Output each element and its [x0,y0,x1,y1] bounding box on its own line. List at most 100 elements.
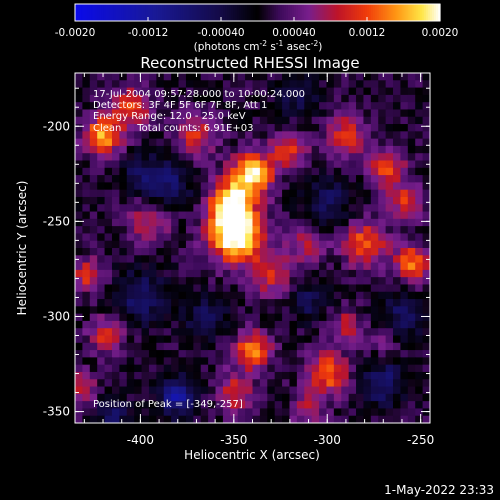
heatmap-cell [319,350,327,358]
heatmap-cell [97,204,106,213]
heatmap-cell [208,211,217,220]
colorbar-cell [180,4,184,21]
heatmap-cell [141,226,150,234]
heatmap-cell [82,386,91,395]
colorbar-cell [214,4,218,21]
heatmap-cell [341,379,350,388]
heatmap-cell [400,313,409,322]
heatmap-cell [245,335,253,344]
heatmap-cell [304,335,313,344]
heatmap-cell [245,408,253,417]
heatmap-cell [97,277,106,285]
heatmap-cell [245,109,253,118]
heatmap-cell [156,415,165,424]
heatmap-cell [163,218,172,227]
heatmap-cell [259,393,268,402]
heatmap-cell [422,262,431,271]
colorbar-cell [89,4,92,21]
heatmap-cell [156,102,165,110]
heatmap-cell [141,335,150,344]
heatmap-cell [267,182,276,191]
heatmap-cell [141,269,150,278]
heatmap-cell [341,284,350,293]
heatmap-cell [82,175,91,183]
heatmap-cell [245,73,253,81]
heatmap-cell [245,350,253,358]
heatmap-cell [319,226,327,234]
heatmap-cell [75,116,83,125]
heatmap-cell [252,211,261,220]
heatmap-cell [348,408,357,417]
heatmap-cell [134,218,143,227]
colorbar-cell [141,4,145,21]
heatmap-cell [259,408,268,417]
heatmap-cell [126,204,135,213]
heatmap-cell [348,226,357,234]
heatmap-cell [348,138,357,147]
heatmap-cell [422,204,431,213]
heatmap-cell [245,182,253,191]
heatmap-cell [193,189,202,198]
heatmap-cell [215,342,224,351]
heatmap-cell [104,124,113,132]
heatmap-cell [370,94,379,103]
heatmap-cell [333,240,342,249]
heatmap-cell [252,371,261,380]
heatmap-cell [215,393,224,402]
heatmap-cell [82,320,91,329]
heatmap-cell [333,379,342,388]
heatmap-cell [193,240,202,249]
heatmap-cell [230,218,239,227]
heatmap-cell [163,269,172,278]
colorbar-cell [342,4,346,21]
heatmap-cell [75,291,83,300]
colorbar-cell [267,4,271,21]
heatmap-cell [422,109,431,118]
heatmap-cell [215,73,224,81]
heatmap-cell [304,80,313,89]
heatmap-cell [422,131,431,140]
colorbar-cell [117,4,121,21]
heatmap-cell [237,291,246,300]
heatmap-cell [422,328,431,336]
heatmap-cell [185,138,194,147]
heatmap-cell [282,320,290,329]
heatmap-cell [156,145,165,154]
y-axis-title: Heliocentric Y (arcsec) [15,181,29,316]
heatmap-cell [259,196,268,205]
heatmap-cell [400,80,409,89]
heatmap-cell [415,131,424,140]
heatmap-cell [267,408,276,417]
heatmap-cell [104,262,113,271]
heatmap-cell [148,124,157,132]
heatmap-cell [245,138,253,147]
heatmap-cell [370,233,379,242]
heatmap-cell [97,102,106,110]
heatmap-cell [156,255,165,264]
heatmap-cell [407,248,416,256]
heatmap-cell [311,175,320,183]
heatmap-cell [208,335,217,344]
colorbar-cell [421,4,425,21]
heatmap-cell [267,175,276,183]
heatmap-cell [148,211,157,220]
heatmap-cell [385,291,394,300]
heatmap-cell [311,342,320,351]
heatmap-cell [111,116,120,125]
heatmap-cell [333,255,342,264]
heatmap-cell [400,371,409,380]
heatmap-cell [267,102,276,110]
heatmap-cell [407,226,416,234]
heatmap-cell [134,226,143,234]
heatmap-cell [185,94,194,103]
heatmap-cell [378,175,387,183]
heatmap-cell [296,306,305,315]
heatmap-cell [237,196,246,205]
heatmap-cell [245,262,253,271]
heatmap-cell [171,364,180,373]
heatmap-cell [163,153,172,161]
heatmap-cell [89,415,98,424]
heatmap-cell [237,371,246,380]
heatmap-cell [156,211,165,220]
heatmap-cell [289,255,298,264]
